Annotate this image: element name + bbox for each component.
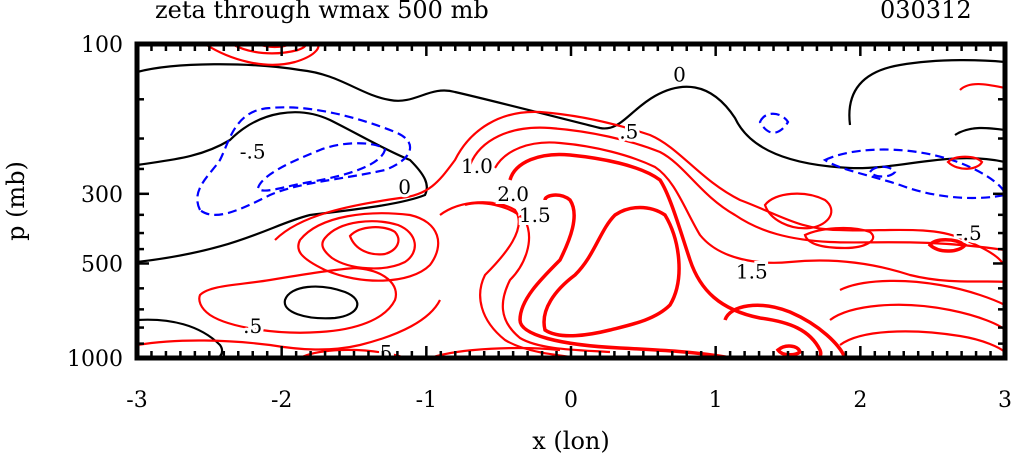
y-tick-label: 1000 (67, 347, 123, 372)
axis-ticks (135, 42, 1007, 360)
x-tick-label: 2 (853, 388, 867, 413)
x-tick-label: 0 (564, 388, 578, 413)
contour-label: .5 (243, 314, 262, 338)
contour-label: 1.5 (519, 203, 551, 227)
contour-positive-line (542, 205, 681, 338)
y-tick-label: 300 (81, 183, 123, 208)
contour-label: 1.0 (461, 154, 493, 178)
contour-negative-line (256, 142, 387, 192)
contour-positive-line (829, 303, 1005, 331)
contour-positive-line (297, 212, 440, 282)
contour-zero-line (137, 111, 428, 264)
contour-positive-line (348, 226, 400, 256)
contour-positive-line (137, 299, 441, 351)
contour-positive-line (839, 330, 1005, 353)
y-tick-labels: 100 300 500 1000 (67, 33, 123, 372)
contour-positive-line (321, 220, 416, 270)
date-label: 030312 (880, 0, 972, 24)
contour-positive-line (927, 238, 968, 253)
contour-positive-line (723, 303, 847, 358)
contour-positive-line (518, 193, 731, 358)
contour-label: 0 (398, 175, 411, 199)
x-tick-label: 1 (709, 388, 723, 413)
y-tick-label: 500 (81, 252, 123, 277)
contour-positive-line (508, 152, 823, 358)
contour-negative-line (822, 148, 1005, 200)
y-axis-label: p (mb) (2, 161, 30, 241)
contour-positive-line (763, 192, 833, 230)
contour-negative-line (196, 106, 412, 216)
contour-zero-line (954, 126, 1005, 136)
contour-label: -.5 (956, 221, 982, 245)
contour-zero-line (283, 285, 359, 320)
contour-positive-line (468, 126, 1005, 252)
contour-positive-line (204, 44, 320, 66)
contour-label: .5 (619, 120, 638, 144)
chart-title: zeta through wmax 500 mb (155, 0, 489, 24)
contour-label: 0 (673, 62, 686, 86)
contour-label: -.5 (240, 140, 266, 164)
contour-positive-line (775, 344, 803, 357)
contour-positive-line (494, 141, 1005, 284)
x-tick-label: -2 (271, 388, 292, 413)
x-tick-label: -1 (416, 388, 437, 413)
contour-zero-line (848, 59, 1005, 126)
contour-positive-line (803, 226, 875, 250)
contour-labels: 0-.5.51.002.01.51.5-.5.5.5 (237, 59, 985, 367)
contour-zero-line (137, 63, 1005, 170)
contour-positive-line (839, 279, 1005, 306)
contour-positive-line (946, 155, 984, 170)
contour-negative-line (868, 165, 897, 178)
x-tick-labels: -3 -2 -1 0 1 2 3 (126, 388, 1012, 413)
x-axis-label: x (lon) (532, 427, 609, 455)
x-tick-label: 3 (998, 388, 1012, 413)
contour-positive-line (274, 110, 1005, 271)
contour-negative-line (758, 112, 790, 134)
plot-area: 0-.5.51.002.01.51.5-.5.5.5 (134, 41, 1008, 367)
contour-positive-line (959, 83, 1005, 91)
contour-positive-line (198, 266, 398, 334)
contour-positive-line (464, 202, 611, 354)
contour-lines (137, 44, 1005, 358)
x-tick-label: -3 (126, 388, 147, 413)
y-tick-label: 100 (81, 33, 123, 58)
contour-label: 1.5 (736, 259, 768, 283)
contour-label: 2.0 (497, 182, 529, 206)
